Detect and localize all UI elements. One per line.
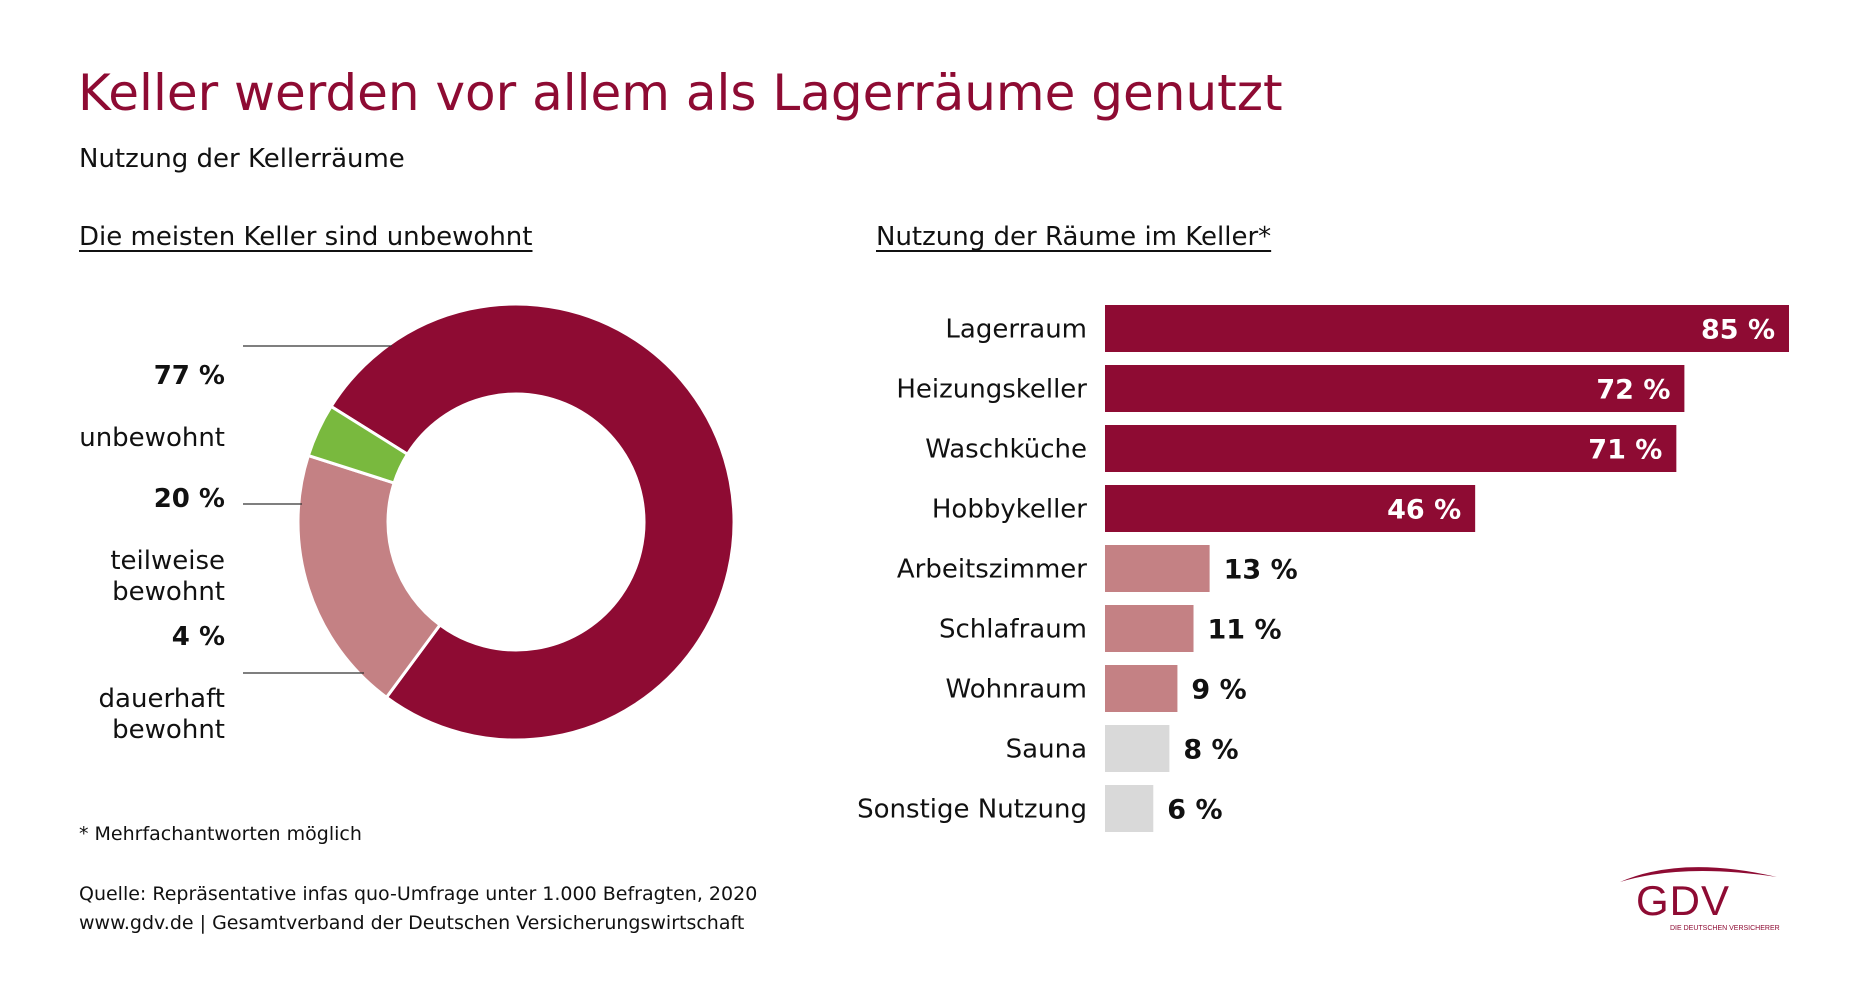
donut-label-unbewohnt: 77 % unbewohnt [79,330,225,454]
page-title: Keller werden vor allem als Lagerräume g… [78,64,1283,122]
logo-text: GDV [1636,877,1731,924]
donut-label-pct: 20 % [153,484,225,514]
bar-value-label: 13 % [1224,555,1298,586]
bar-category-label: Sonstige Nutzung [857,795,1087,825]
bar-category-label: Waschküche [925,435,1087,465]
bar-category-label: Schlafraum [939,615,1087,645]
bar [1105,365,1685,412]
bar [1105,665,1178,712]
donut-label-teilweise: 20 % teilweise bewohnt [110,453,225,608]
bar-value-label: 9 % [1191,675,1246,706]
bar [1105,485,1476,532]
bar-value-label: 85 % [1701,315,1775,346]
source-line: Quelle: Repräsentative infas quo-Umfrage… [79,883,758,905]
bar [1105,605,1194,652]
bar-category-label: Arbeitszimmer [897,555,1087,585]
donut-slice [329,302,736,742]
bar-value-label: 46 % [1387,495,1461,526]
bar [1105,545,1210,592]
bar-category-label: Heizungskeller [896,375,1087,405]
donut-label-text: unbewohnt [79,423,225,453]
bar-value-label: 6 % [1167,795,1222,826]
bar-category-label: Lagerraum [945,315,1087,345]
donut-chart-title: Die meisten Keller sind unbewohnt [79,222,533,252]
bar-category-label: Sauna [1006,735,1087,765]
bar-value-label: 11 % [1208,615,1282,646]
donut-chart [243,302,736,742]
bar [1105,425,1677,472]
source: Quelle: Repräsentative infas quo-Umfrage… [79,880,757,938]
footnote: * Mehrfachantworten möglich [79,823,362,845]
page-subtitle: Nutzung der Kellerräume [79,144,405,174]
donut-label-pct: 77 % [153,361,225,391]
bar-value-label: 72 % [1596,375,1670,406]
bar-value-label: 71 % [1588,435,1662,466]
bar-chart-title: Nutzung der Räume im Keller* [876,222,1272,252]
bar [1105,725,1170,772]
bar-category-label: Hobbykeller [932,495,1087,525]
logo-arc-icon [1620,867,1777,882]
donut-slice [306,404,410,485]
bar-category-label: Wohnraum [946,675,1087,705]
donut-label-dauerhaft: 4 % dauerhaft bewohnt [99,591,225,746]
source-line: www.gdv.de | Gesamtverband der Deutschen… [79,912,745,934]
bar [1105,785,1154,832]
bar-value-label: 8 % [1183,735,1238,766]
donut-label-text: teilweise bewohnt [110,546,225,607]
gdv-logo: GDV DIE DEUTSCHEN VERSICHERER [1612,855,1782,945]
bar [1105,305,1789,352]
donut-label-text: dauerhaft bewohnt [98,684,225,745]
logo-subtext: DIE DEUTSCHEN VERSICHERER [1670,925,1780,932]
bar-chart: Lagerraum 85 % Heizungskeller 72 % Waschküch… [857,305,1789,832]
donut-slice [296,453,443,700]
donut-label-pct: 4 % [171,622,225,652]
